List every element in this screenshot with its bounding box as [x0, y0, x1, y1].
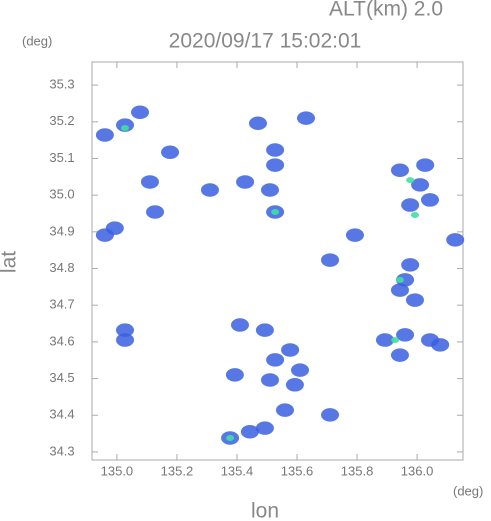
- y-tick-label: 35.0: [49, 187, 74, 202]
- y-tick-label: 34.3: [49, 443, 74, 458]
- echo: [271, 209, 280, 216]
- y-tick-label: 34.8: [49, 260, 74, 275]
- echo: [116, 323, 135, 337]
- y-unit: (deg): [22, 33, 52, 48]
- echo: [95, 128, 114, 142]
- echo: [416, 158, 435, 172]
- echo: [255, 323, 274, 337]
- echo: [248, 116, 267, 131]
- echo: [321, 253, 340, 267]
- echo: [390, 348, 409, 362]
- echo: [285, 378, 304, 392]
- echo: [266, 158, 285, 172]
- echo: [411, 178, 430, 192]
- echo: [116, 333, 135, 347]
- echo: [390, 163, 409, 177]
- y-tick-label: 35.2: [49, 113, 74, 128]
- echo: [255, 421, 274, 435]
- echo: [236, 175, 255, 189]
- plot-frame: [91, 61, 464, 461]
- echo: [260, 183, 279, 197]
- echo: [431, 338, 450, 352]
- echo: [266, 353, 285, 367]
- echo: [297, 111, 316, 125]
- echo: [405, 293, 424, 307]
- x-tick-label: 135.8: [341, 463, 374, 478]
- x-tick-label: 135.4: [221, 463, 254, 478]
- x-tick-label: 136.0: [401, 463, 434, 478]
- echo: [266, 143, 285, 157]
- x-unit: (deg): [453, 483, 483, 498]
- echo: [420, 193, 439, 207]
- x-tick-label: 135.0: [101, 463, 134, 478]
- echo: [131, 105, 150, 120]
- echo: [260, 373, 279, 387]
- echo: [345, 228, 364, 242]
- echo: [240, 425, 259, 439]
- echo: [321, 408, 340, 422]
- echo: [401, 198, 420, 212]
- y-tick-label: 35.3: [49, 77, 74, 92]
- x-tick-label: 135.2: [161, 463, 194, 478]
- echo: [226, 434, 235, 441]
- echo: [406, 177, 415, 184]
- y-tick-label: 34.4: [49, 407, 74, 422]
- echo: [230, 318, 249, 332]
- y-tick-label: 34.9: [49, 223, 74, 238]
- y-tick-label: 34.6: [49, 333, 74, 348]
- echo: [396, 328, 415, 342]
- echo: [105, 221, 124, 235]
- chart-subtitle: ALT(km) 2.0: [329, 0, 443, 21]
- echo: [225, 368, 244, 382]
- echo: [396, 273, 415, 287]
- y-tick-label: 34.7: [49, 297, 74, 312]
- echo: [146, 205, 165, 219]
- echo: [140, 175, 159, 189]
- echo: [161, 145, 180, 159]
- echo: [395, 276, 404, 283]
- echo: [200, 183, 219, 197]
- echo: [276, 403, 295, 417]
- echo: [281, 343, 300, 357]
- x-axis-label: lon: [251, 500, 279, 521]
- y-axis-label: lat: [0, 251, 21, 273]
- echo: [390, 283, 409, 297]
- x-tick-label: 135.6: [281, 463, 314, 478]
- echo: [446, 233, 465, 247]
- echo: [391, 337, 400, 344]
- echo: [291, 363, 310, 377]
- echo: [401, 258, 420, 272]
- chart-title: 2020/09/17 15:02:01: [169, 30, 362, 53]
- echo: [121, 125, 130, 132]
- y-tick-label: 35.1: [49, 150, 74, 165]
- echo: [410, 211, 419, 218]
- echo: [375, 333, 394, 347]
- y-tick-label: 34.5: [49, 370, 74, 385]
